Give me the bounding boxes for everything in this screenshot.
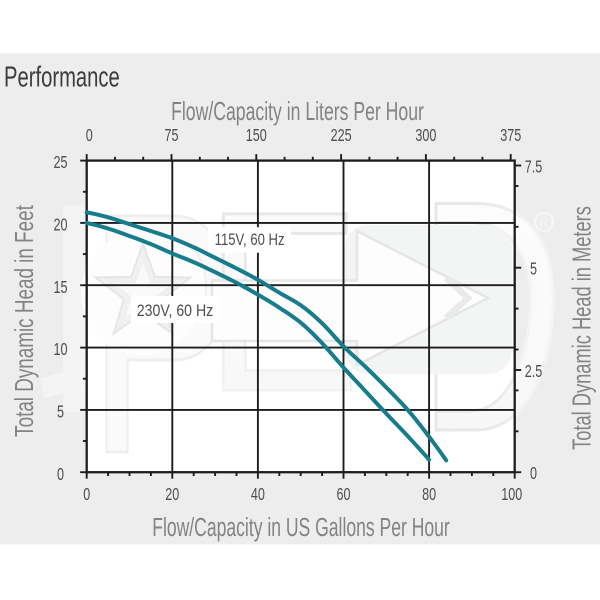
- svg-text:0: 0: [57, 465, 64, 485]
- svg-text:Total Dynamic Head in Feet: Total Dynamic Head in Feet: [10, 205, 38, 437]
- svg-text:Flow/Capacity in Liters Per Ho: Flow/Capacity in Liters Per Hour: [171, 97, 424, 126]
- svg-text:5: 5: [57, 402, 64, 422]
- svg-text:Flow/Capacity in US Gallons Pe: Flow/Capacity in US Gallons Per Hour: [152, 513, 450, 542]
- svg-text:230V, 60 Hz: 230V, 60 Hz: [137, 302, 213, 320]
- svg-text:115V, 60 Hz: 115V, 60 Hz: [215, 232, 285, 250]
- svg-text:0: 0: [86, 126, 93, 146]
- svg-text:375: 375: [500, 126, 521, 146]
- svg-text:7.5: 7.5: [525, 157, 542, 177]
- svg-text:10: 10: [53, 340, 67, 360]
- svg-text:40: 40: [251, 485, 265, 505]
- svg-text:Performance: Performance: [4, 62, 120, 93]
- svg-text:225: 225: [331, 126, 352, 146]
- svg-text:5: 5: [530, 260, 537, 280]
- svg-text:15: 15: [53, 278, 67, 298]
- svg-text:150: 150: [246, 126, 267, 146]
- svg-text:20: 20: [165, 485, 179, 505]
- svg-text:20: 20: [53, 215, 67, 235]
- svg-text:300: 300: [415, 126, 436, 146]
- svg-text:2.5: 2.5: [525, 362, 542, 382]
- svg-text:25: 25: [53, 153, 67, 173]
- svg-text:0: 0: [83, 485, 90, 505]
- svg-text:R: R: [540, 215, 548, 230]
- svg-text:60: 60: [336, 485, 350, 505]
- svg-text:75: 75: [164, 126, 178, 146]
- svg-text:80: 80: [422, 485, 436, 505]
- svg-text:100: 100: [501, 485, 522, 505]
- svg-text:Total Dynamic Head in Meters: Total Dynamic Head in Meters: [568, 206, 597, 450]
- svg-text:0: 0: [530, 464, 537, 484]
